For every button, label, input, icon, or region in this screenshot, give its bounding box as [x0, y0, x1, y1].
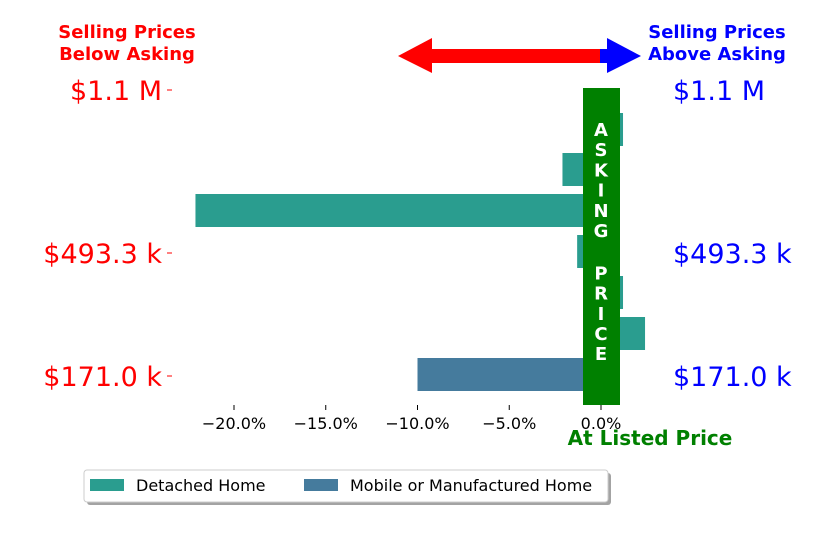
- legend-box: [83, 469, 609, 503]
- asking-letter-3: K: [594, 160, 609, 181]
- legend-swatch-detached: [90, 479, 124, 491]
- asking-letter-12: E: [595, 344, 607, 365]
- x-tick-label-2: −15.0%: [294, 414, 358, 433]
- x-axis: −20.0% −15.0% −10.0% −5.0% 0.0%: [202, 405, 621, 433]
- at-listed-price-label: At Listed Price: [568, 426, 733, 450]
- asking-letter-9: R: [594, 284, 608, 305]
- arrow-head-right: [607, 38, 641, 73]
- price-label-left-2: $493.3 k: [43, 239, 162, 270]
- price-label-right-3: $171.0 k: [673, 362, 792, 393]
- bars-group: [195, 113, 646, 391]
- asking-letter-4: I: [598, 181, 605, 202]
- asking-letter-10: I: [598, 304, 605, 325]
- x-tick-label-5: 0.0%: [581, 414, 622, 433]
- asking-letter-2: S: [595, 140, 608, 161]
- asking-letter-1: A: [594, 120, 608, 141]
- bar-7: [417, 358, 601, 391]
- legend-swatch-mobile: [304, 479, 338, 491]
- asking-letter-8: P: [594, 263, 607, 284]
- asking-letter-5: N: [593, 201, 608, 222]
- legend: Detached Home Mobile or Manufactured Hom…: [83, 469, 611, 505]
- x-tick-label-1: −20.0%: [202, 414, 266, 433]
- asking-letter-11: C: [594, 324, 607, 345]
- arrow-head-left: [398, 38, 432, 73]
- legend-label-mobile: Mobile or Manufactured Home: [350, 476, 592, 495]
- price-labels: $1.1 M $1.1 M $493.3 k $493.3 k $171.0 k $171…: [43, 76, 792, 393]
- arrow-shaft-below: [430, 49, 610, 63]
- asking-letter-6: G: [594, 221, 609, 242]
- asking-price-band: [583, 88, 620, 405]
- direction-arrow: [398, 38, 641, 73]
- above-asking-header-line2: Above Asking: [648, 44, 786, 65]
- legend-label-detached: Detached Home: [136, 476, 266, 495]
- x-tick-label-3: −10.0%: [385, 414, 449, 433]
- price-label-left-3: $171.0 k: [43, 362, 162, 393]
- price-label-right-1: $1.1 M: [673, 76, 765, 107]
- price-label-left-1: $1.1 M: [70, 76, 162, 107]
- below-asking-header-line2: Below Asking: [59, 44, 195, 65]
- x-tick-label-4: −5.0%: [482, 414, 536, 433]
- price-label-right-2: $493.3 k: [673, 239, 792, 270]
- below-asking-header-line1: Selling Prices: [58, 22, 195, 43]
- bar-3: [195, 194, 601, 227]
- above-asking-header-line1: Selling Prices: [648, 22, 785, 43]
- arrow-shaft-above: [600, 49, 610, 63]
